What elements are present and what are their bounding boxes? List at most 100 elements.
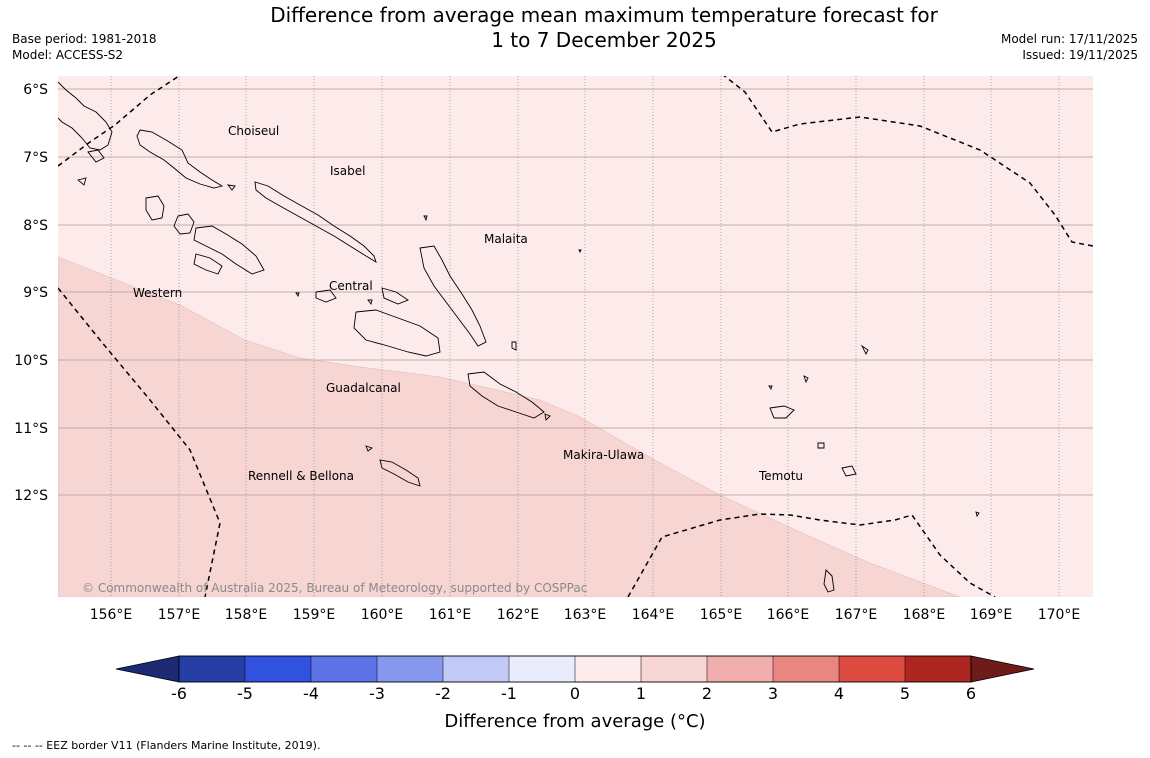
model-run: Model run: 17/11/2025 (1000, 32, 1138, 46)
colorbar-segment (772, 655, 840, 683)
colorbar-segment (904, 655, 972, 683)
colorbar-segment (310, 655, 378, 683)
meta-left: Base period: 1981-2018 Model: ACCESS-S2 (12, 31, 157, 63)
region-label-isabel: Isabel (330, 164, 365, 178)
region-label-rennell-bellona: Rennell & Bellona (248, 469, 354, 483)
colorbar-tick-label: 2 (702, 684, 712, 703)
longitude-labels: 156°E 157°E 158°E 159°E 160°E 161°E 162°… (90, 607, 1081, 623)
lon-label: 170°E (1038, 607, 1081, 623)
island-small-temotu-a (768, 385, 773, 391)
lat-label: 7°S (23, 150, 48, 166)
colorbar-tick-label: 6 (966, 684, 976, 703)
lon-label: 157°E (158, 607, 201, 623)
island-ndende (769, 405, 795, 419)
colorbar-tick-label: 4 (834, 684, 844, 703)
lon-label: 168°E (903, 607, 946, 623)
lon-label: 159°E (293, 607, 336, 623)
island-bougainville (58, 81, 113, 151)
island-makira (467, 371, 545, 419)
lat-label: 10°S (14, 353, 48, 369)
issued-date: Issued: 19/11/2025 (1022, 48, 1138, 62)
colorbar-label: Difference from average (°C) (444, 711, 705, 732)
lat-label: 11°S (14, 421, 48, 437)
lon-label: 169°E (970, 607, 1013, 623)
region-label-temotu: Temotu (758, 469, 803, 483)
lon-label: 162°E (497, 607, 540, 623)
colorbar-ticks: -6 -5 -4 -3 -2 -1 0 1 2 3 4 5 6 (171, 684, 976, 703)
colorbar-under-arrow (115, 655, 180, 683)
colorbar-segment (178, 655, 246, 683)
lon-label: 166°E (767, 607, 810, 623)
lon-label: 156°E (90, 607, 133, 623)
map-title: Difference from average mean maximum tem… (200, 3, 1008, 53)
lat-label: 8°S (23, 218, 48, 234)
model-name: Model: ACCESS-S2 (12, 48, 124, 62)
colorbar: -6 -5 -4 -3 -2 -1 0 1 2 3 4 5 6 Difference from aver… (115, 655, 1035, 732)
colorbar-tick-label: -6 (171, 684, 187, 703)
region-labels: Choiseul Isabel Malaita Western Central … (133, 124, 803, 483)
island-choiseul-east (226, 184, 236, 191)
island-small-temotu-c (975, 511, 980, 518)
region-label-choiseul: Choiseul (228, 124, 279, 138)
island-kolombangara (173, 213, 195, 235)
island-ulawa (511, 341, 517, 351)
island-guadalcanal (353, 309, 441, 357)
colorbar-segment (838, 655, 906, 683)
lon-label: 161°E (429, 607, 472, 623)
lon-label: 158°E (225, 607, 268, 623)
colorbar-tick-label: -1 (501, 684, 517, 703)
anomaly-band-1-2 (58, 256, 961, 597)
island-florida (315, 289, 337, 303)
colorbar-segment (244, 655, 312, 683)
islands (58, 81, 980, 593)
colorbar-tick-label: -2 (435, 684, 451, 703)
island-buka (87, 149, 105, 163)
lon-label: 164°E (632, 607, 675, 623)
island-isabel (254, 181, 377, 264)
colorbar-segments (178, 655, 972, 683)
island-savo (367, 299, 373, 306)
island-utupua (841, 465, 857, 477)
lon-label: 167°E (835, 607, 878, 623)
region-label-central: Central (329, 279, 373, 293)
island-anuta (823, 569, 835, 593)
lon-label: 165°E (700, 607, 743, 623)
island-choiseul (136, 129, 224, 189)
island-reef-islands (803, 375, 809, 384)
island-bellona (365, 445, 373, 452)
map-panel: Choiseul Isabel Malaita Western Central … (58, 76, 1093, 597)
colorbar-segment (442, 655, 510, 683)
island-rendova (193, 253, 223, 275)
colorbar-segment (508, 655, 576, 683)
colorbar-tick-label: 1 (636, 684, 646, 703)
island-vanikoro (817, 442, 825, 449)
region-label-guadalcanal: Guadalcanal (326, 381, 401, 395)
colorbar-segment (574, 655, 642, 683)
eez-footnote: -- -- -- EEZ border V11 (Flanders Marine… (12, 739, 321, 752)
island-makira-small (544, 413, 551, 421)
island-sikaiana (578, 249, 582, 254)
region-label-makira-ulawa: Makira-Ulawa (563, 448, 644, 462)
colorbar-segment (706, 655, 774, 683)
colorbar-tick-label: 5 (900, 684, 910, 703)
colorbar-over-arrow (970, 655, 1035, 683)
lat-label: 6°S (23, 82, 48, 98)
latitude-lines (58, 88, 1093, 496)
colorbar-tick-label: -5 (237, 684, 253, 703)
island-small-central (295, 292, 300, 298)
region-label-malaita: Malaita (484, 232, 528, 246)
island-vella (145, 195, 165, 221)
lat-label: 9°S (23, 285, 48, 301)
lon-label: 160°E (361, 607, 404, 623)
colorbar-outline (178, 655, 972, 683)
island-rennell (379, 459, 421, 487)
colorbar-segment (640, 655, 708, 683)
colorbar-tick-label: -4 (303, 684, 319, 703)
region-label-western: Western (133, 286, 182, 300)
island-small-west (77, 177, 87, 186)
title-line-1: Difference from average mean maximum tem… (270, 3, 938, 27)
lon-label: 163°E (564, 607, 607, 623)
island-russell (381, 287, 409, 305)
colorbar-segment (376, 655, 444, 683)
